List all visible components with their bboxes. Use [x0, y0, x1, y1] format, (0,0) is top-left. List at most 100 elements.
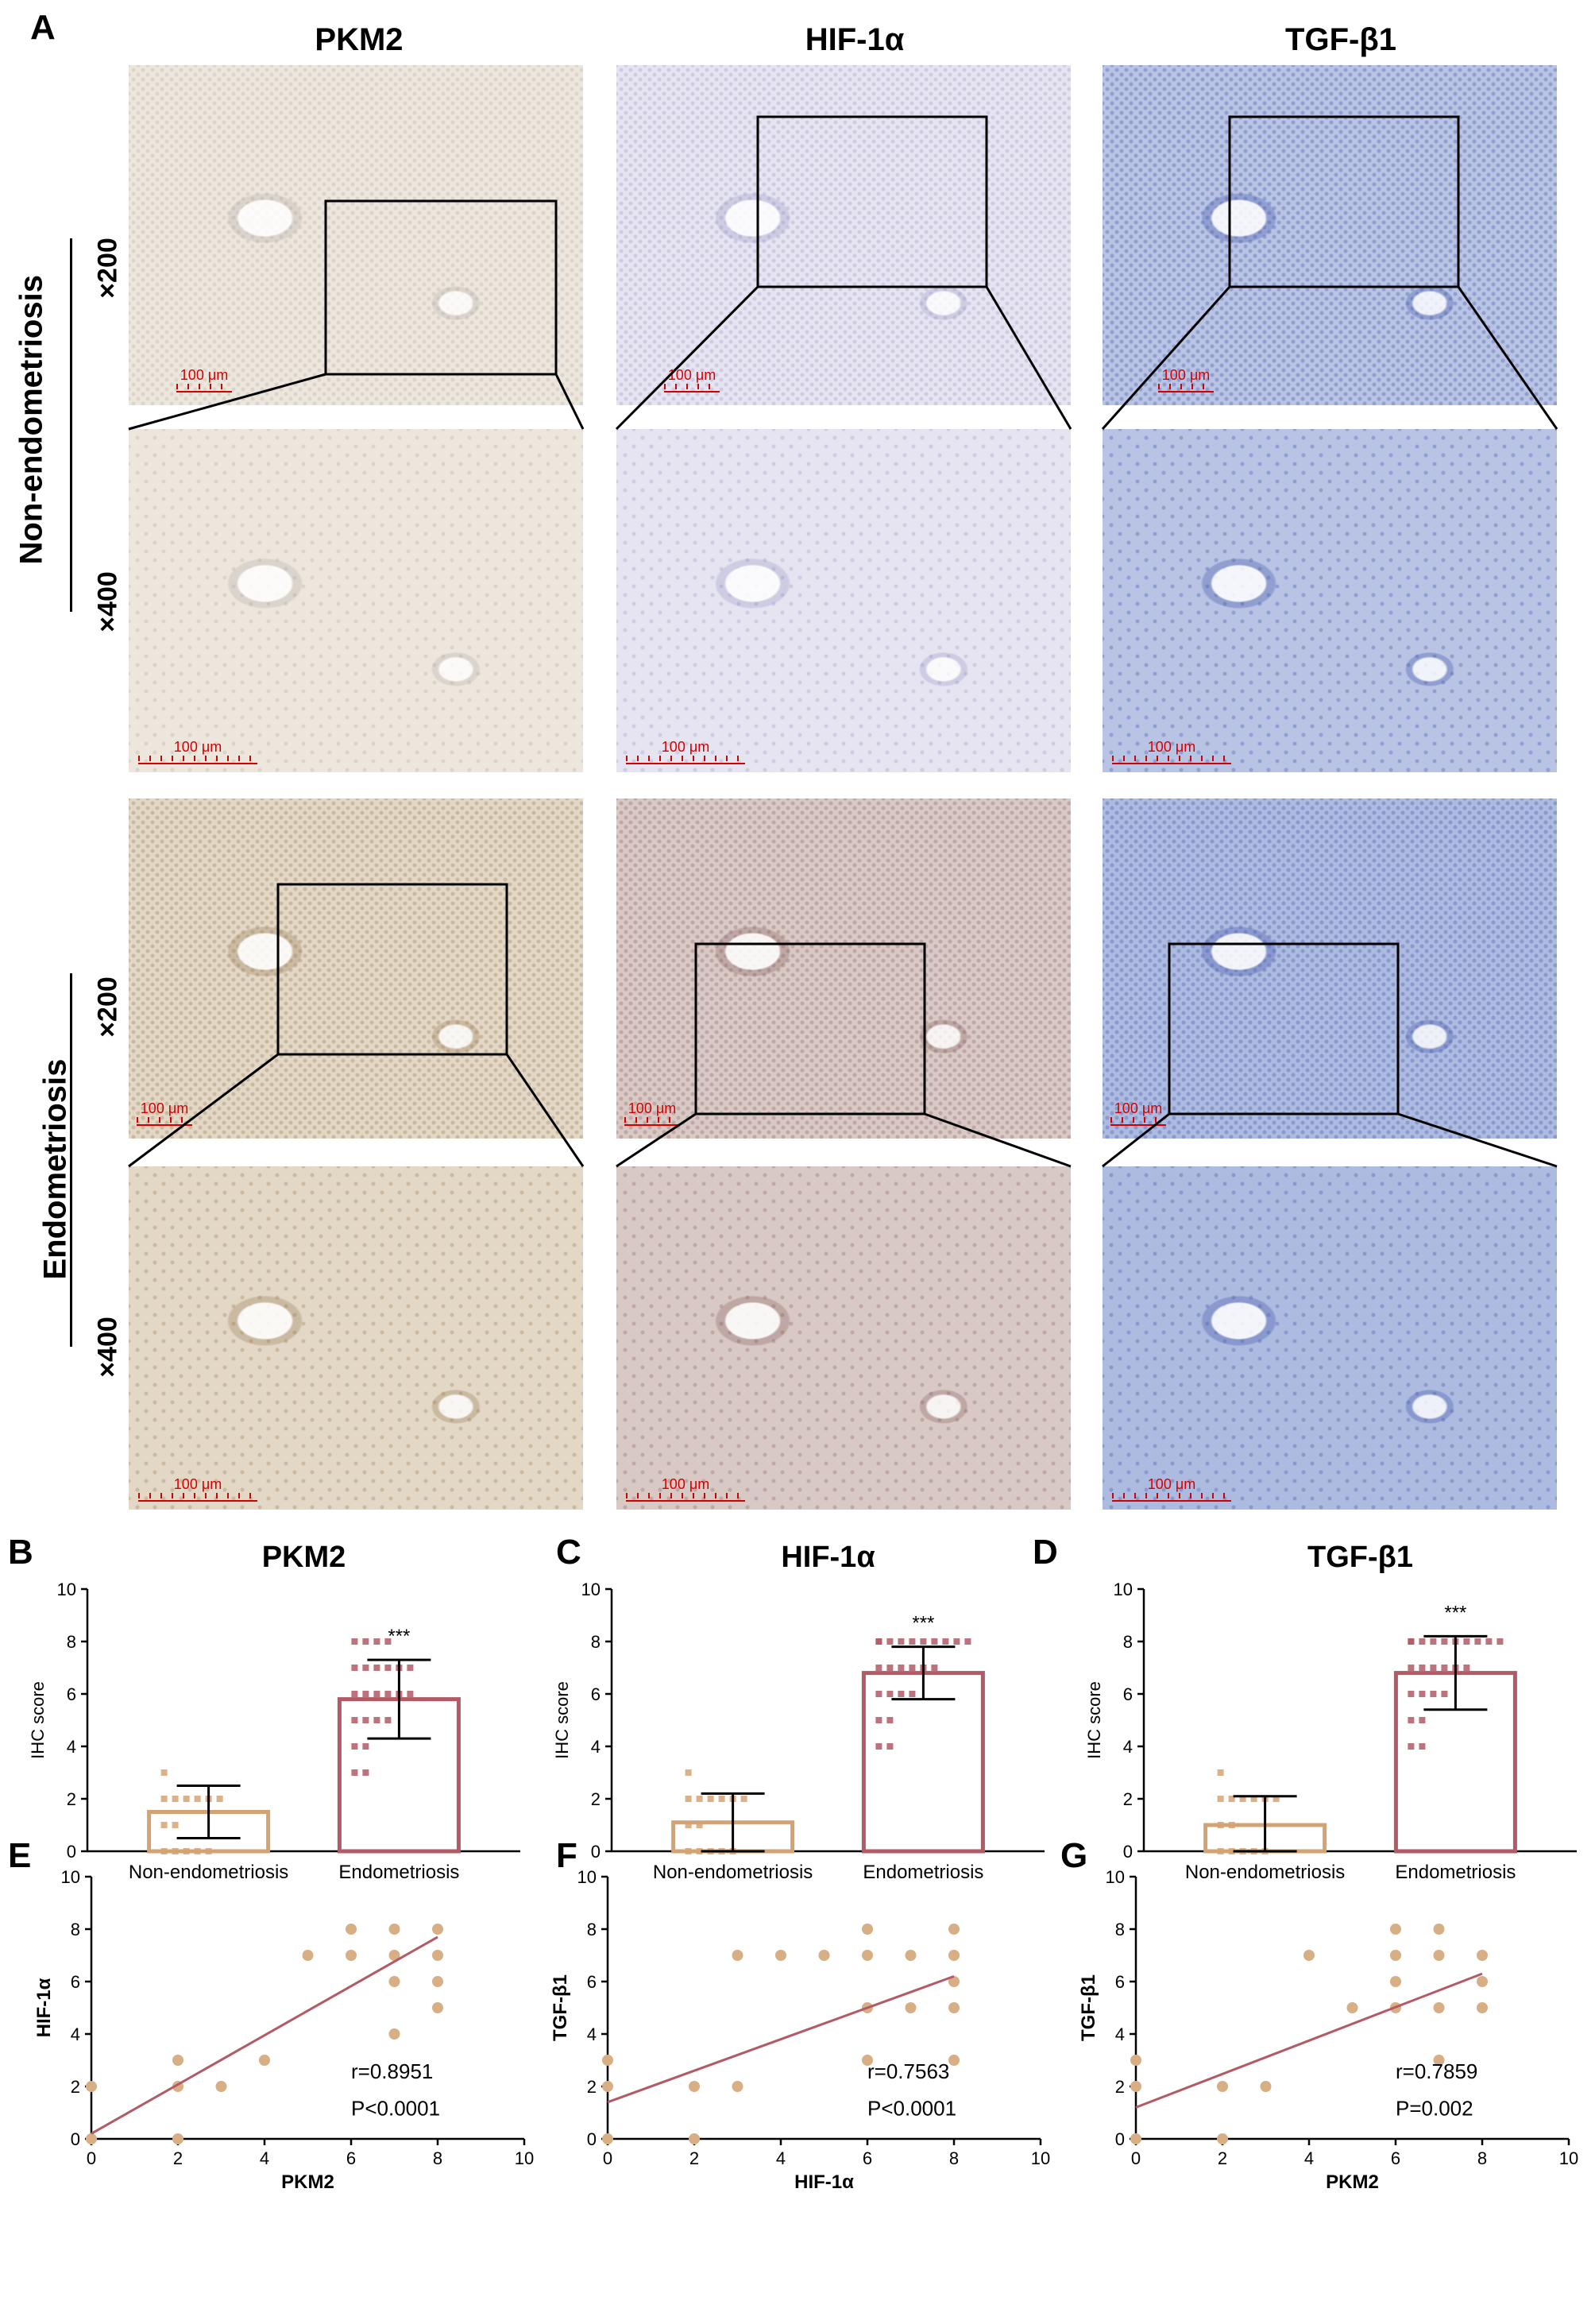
- scale-bar-line: [1112, 763, 1231, 764]
- scale-bar-label: 100 μm: [1147, 1476, 1196, 1492]
- scatter-point: [732, 2081, 743, 2092]
- scale-bar-ticks: [1110, 1117, 1166, 1123]
- scatter-point: [172, 2055, 183, 2066]
- x-tick-label: 10: [515, 2148, 534, 2168]
- micrograph-pkm2-endometriosis-x400: [129, 1166, 583, 1510]
- y-tick-label: 2: [67, 1789, 76, 1809]
- scatter-point: [346, 1950, 357, 1961]
- scatter-point: [732, 1950, 743, 1961]
- data-point: [1239, 1796, 1246, 1802]
- y-tick-label: 4: [71, 2024, 80, 2044]
- data-point: [194, 1848, 201, 1854]
- scale-bar-label: 100 μm: [180, 367, 229, 383]
- data-point: [216, 1796, 223, 1802]
- y-tick-label: 10: [1114, 1580, 1133, 1599]
- y-tick-label: 2: [1115, 2077, 1125, 2097]
- data-point: [362, 1717, 369, 1723]
- data-point: [1474, 1638, 1481, 1645]
- scatter-point: [1303, 1950, 1315, 1961]
- regression-line: [91, 1935, 438, 2135]
- data-point: [1408, 1691, 1415, 1697]
- scatter-point: [775, 1950, 786, 1961]
- scatter-point: [346, 1924, 357, 1935]
- micrograph-hif1a-endometriosis-x400: [616, 1166, 1071, 1510]
- micrograph-hif1a-non-endometriosis-x400: [616, 429, 1071, 772]
- data-point: [696, 1822, 703, 1828]
- panel-letter-f: F: [556, 1836, 577, 1875]
- scale-bar: 100 μm: [1158, 367, 1214, 392]
- scatter-point: [1433, 1924, 1445, 1935]
- data-point: [1273, 1796, 1280, 1802]
- zoom-line: [554, 373, 585, 430]
- data-point: [183, 1796, 190, 1802]
- scatter-point: [948, 2055, 960, 2066]
- data-point: [351, 1691, 358, 1697]
- data-point: [160, 1796, 168, 1802]
- y-tick-label: 0: [71, 2129, 80, 2149]
- data-point: [875, 1665, 882, 1671]
- scatter-point: [1433, 2002, 1445, 2013]
- y-tick-label: 4: [1115, 2024, 1125, 2044]
- scatter-point: [1433, 2055, 1445, 2066]
- micrograph-pkm2-non-endometriosis-x400: [129, 429, 583, 772]
- scatter-point: [689, 2081, 700, 2092]
- significance-marker: ***: [388, 1626, 410, 1647]
- scatter-point: [948, 1976, 960, 1987]
- data-point: [696, 1796, 703, 1802]
- panel-letter-a: A: [30, 8, 56, 47]
- y-axis-label: TGF-β1: [550, 1974, 571, 2041]
- data-point: [875, 1638, 882, 1645]
- y-axis-label: IHC score: [1084, 1681, 1104, 1759]
- scatter-point: [602, 2055, 613, 2066]
- data-point: [1217, 1796, 1224, 1802]
- x-category-label: Non-endometriosis: [653, 1862, 813, 1883]
- data-point: [384, 1691, 392, 1697]
- scale-bar: 100 μm: [626, 1476, 745, 1502]
- scatter-point: [1260, 2081, 1272, 2092]
- column-title-hif1a: HIF-1α: [805, 22, 905, 57]
- x-tick-label: 8: [1477, 2148, 1487, 2168]
- scale-bar: 100 μm: [626, 739, 745, 764]
- scatter-point: [1217, 2081, 1228, 2092]
- y-tick-label: 6: [1123, 1684, 1133, 1704]
- y-tick-label: 2: [591, 1789, 601, 1809]
- scatter-point: [1477, 1976, 1488, 1987]
- y-tick-label: 4: [67, 1737, 76, 1757]
- scatter-point: [432, 1976, 443, 1987]
- x-tick-label: 4: [260, 2148, 269, 2168]
- scatter-point: [948, 2002, 960, 2013]
- scale-bar-line: [1112, 1500, 1231, 1502]
- data-point: [1485, 1638, 1493, 1645]
- data-point: [407, 1665, 414, 1671]
- data-point: [1430, 1665, 1437, 1671]
- scale-bar-ticks: [1112, 1493, 1231, 1498]
- data-point: [685, 1822, 692, 1828]
- y-tick-label: 6: [71, 1972, 80, 1992]
- scatter-point: [1130, 2055, 1141, 2066]
- y-tick-label: 6: [67, 1684, 76, 1704]
- data-point: [1419, 1638, 1426, 1645]
- scatter-point: [1130, 2081, 1141, 2092]
- y-axis-label: TGF-β1: [1078, 1974, 1099, 2041]
- x-axis-label: HIF-1α: [794, 2171, 854, 2193]
- scatter-point: [948, 1924, 960, 1935]
- regression-line: [607, 1974, 955, 2104]
- chart-title: TGF-β1: [1307, 1541, 1413, 1574]
- data-point: [1463, 1638, 1470, 1645]
- y-tick-label: 8: [1115, 1920, 1125, 1939]
- scale-bar-label: 100 μm: [173, 739, 222, 755]
- data-point: [1217, 1822, 1224, 1828]
- data-point: [172, 1796, 179, 1802]
- x-category-label: Endometriosis: [338, 1862, 459, 1883]
- panel-letter-b: B: [8, 1533, 33, 1572]
- zoom-line: [1457, 286, 1558, 430]
- y-tick-label: 10: [581, 1580, 601, 1599]
- data-point: [351, 1665, 358, 1671]
- y-tick-label: 2: [1123, 1789, 1133, 1809]
- y-tick-label: 0: [587, 2129, 597, 2149]
- x-tick-label: 10: [1031, 2148, 1050, 2168]
- scale-bar: 100 μm: [664, 367, 720, 392]
- zoom-box: [1228, 115, 1460, 288]
- data-point: [362, 1691, 369, 1697]
- data-point: [964, 1638, 971, 1645]
